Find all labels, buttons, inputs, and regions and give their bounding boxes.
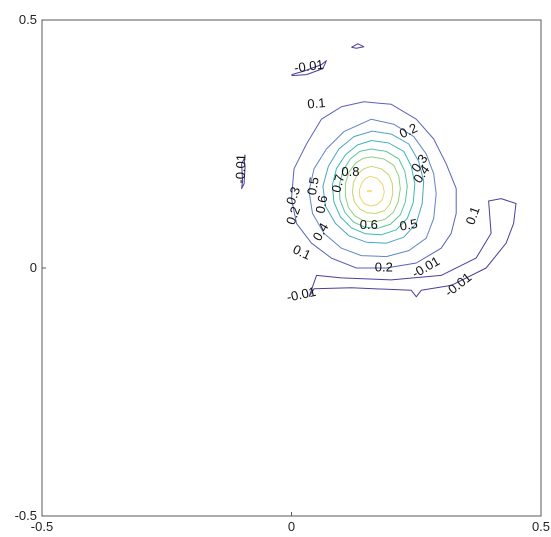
contour-line-0p1-4 <box>291 101 457 269</box>
contour-label-16: 0.5 <box>398 216 418 234</box>
contour-line-0p6-9 <box>344 156 401 223</box>
contour-line-neg0p01-1 <box>291 60 327 77</box>
y-tick-label-0: 0.5 <box>19 12 37 27</box>
contour-label-6: 0.1 <box>462 204 482 226</box>
contour-label-9: 0.2 <box>375 259 393 274</box>
contour-label-7: 0.1 <box>291 242 314 263</box>
contour-line-0p4-7 <box>331 140 416 236</box>
contour-label-17: 0.6 <box>312 194 330 214</box>
contour-label-12: 0.3 <box>283 185 303 207</box>
x-tick-label-2: 0.5 <box>532 519 550 534</box>
contour-line-neg0p01-3 <box>308 198 517 298</box>
contour-label-2: -0.01 <box>285 284 317 305</box>
axis-ticks-group: -0.5 0 0.5 0.5 0 -0.5 <box>15 12 550 534</box>
contour-label-10: 0.2 <box>283 204 303 226</box>
plot-area-frame <box>41 19 542 517</box>
contour-label-8: 0.2 <box>397 120 420 141</box>
y-tick-label-1: 0 <box>30 260 37 275</box>
contour-label-19: 0.7 <box>328 173 347 194</box>
contour-label-1: -0.01 <box>233 154 249 184</box>
contour-line-neg0p01-2 <box>241 158 246 190</box>
contour-label-20: 0.8 <box>341 164 359 179</box>
contour-line-0p8-11 <box>358 175 385 207</box>
x-tick-label-1: 0 <box>288 519 295 534</box>
contour-label-5: 0.1 <box>307 95 326 112</box>
contour-line-0p5-8 <box>338 148 408 229</box>
contour-label-15: 0.5 <box>304 176 322 196</box>
contour-line-0p3-6 <box>322 130 425 244</box>
x-tick-label-0: -0.5 <box>31 519 53 534</box>
contour-label-0: -0.01 <box>293 57 324 76</box>
contour-line-0p7-10 <box>351 165 394 214</box>
contour-line-0p2-5 <box>308 118 437 258</box>
contour-line-neg0p01-0 <box>351 43 365 49</box>
contour-label-18: 0.6 <box>360 217 378 232</box>
y-tick-label-2: -0.5 <box>15 508 37 523</box>
contour-lines-group <box>241 43 517 298</box>
